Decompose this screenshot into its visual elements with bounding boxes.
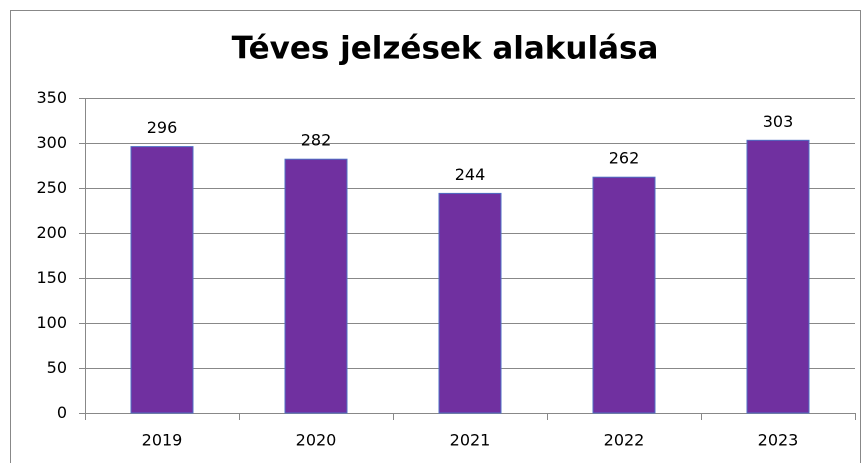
bar — [746, 139, 810, 414]
y-tick-label: 50 — [47, 358, 67, 377]
y-tick-label: 300 — [36, 133, 67, 152]
bar — [592, 176, 656, 414]
x-tick-label: 2022 — [604, 431, 645, 450]
y-tick-label: 0 — [57, 403, 67, 422]
x-tick-label: 2023 — [758, 431, 799, 450]
bar — [130, 146, 194, 414]
x-tick-label: 2020 — [296, 431, 337, 450]
data-label: 303 — [763, 112, 794, 131]
data-label: 262 — [609, 149, 640, 168]
y-tick-label: 250 — [36, 178, 67, 197]
y-tick-label: 100 — [36, 313, 67, 332]
x-tick-label: 2019 — [142, 431, 183, 450]
data-label: 296 — [147, 118, 178, 137]
y-tick-label: 200 — [36, 223, 67, 242]
bar — [438, 192, 502, 414]
bar — [284, 158, 348, 414]
data-label: 282 — [301, 131, 332, 150]
x-tick-label: 2021 — [450, 431, 491, 450]
y-tick-label: 350 — [36, 88, 67, 107]
data-label: 244 — [455, 165, 486, 184]
chart-title: Téves jelzések alakulása — [232, 31, 659, 67]
y-tick-label: 150 — [36, 268, 67, 287]
